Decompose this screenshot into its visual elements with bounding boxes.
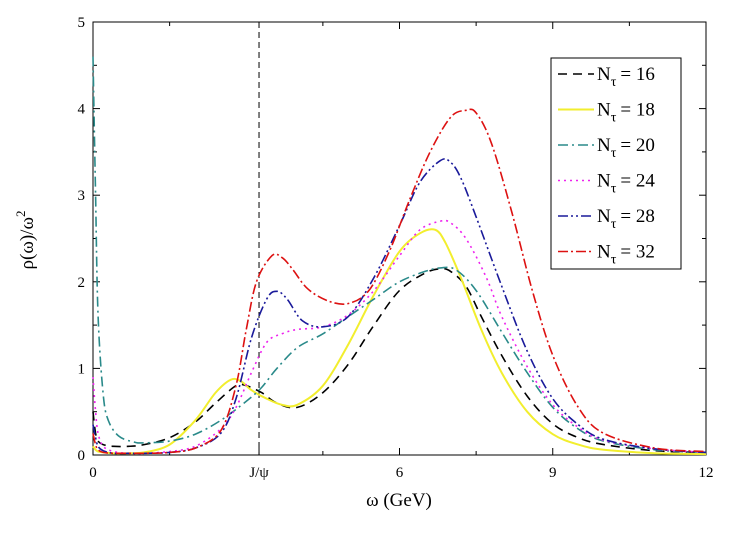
series-lines [92, 56, 707, 456]
x-marker-label: J/ψ [249, 465, 269, 481]
legend-label-base: N [597, 242, 611, 263]
legend-label-sub: τ [611, 75, 617, 90]
legend-label-sub: τ [611, 253, 617, 268]
legend-label-value: = 20 [620, 135, 654, 156]
legend-label-2: Nτ = 20 [597, 135, 655, 161]
series-line-0 [92, 267, 707, 454]
x-axis-title: ω (GeV) [366, 490, 432, 511]
legend-label-base: N [597, 100, 611, 121]
legend-label-value: = 16 [620, 64, 654, 85]
legend-label-value: = 18 [620, 100, 654, 121]
series-line-2 [92, 56, 707, 454]
x-tick-label: 9 [549, 465, 557, 481]
x-tick-label: 6 [396, 465, 404, 481]
legend-label-value: = 24 [620, 171, 655, 192]
y-tick-label: 2 [78, 275, 86, 291]
y-tick-label: 1 [78, 361, 86, 377]
y-tick-label: 5 [78, 15, 86, 31]
x-tick-label: 12 [699, 465, 714, 481]
legend-label-base: N [597, 206, 611, 227]
legend-box [550, 57, 682, 270]
legend-label-sub: τ [611, 111, 617, 126]
y-axis-title: ρ(ω)/ω2 [13, 211, 38, 270]
legend-label-base: N [597, 64, 611, 85]
legend-label-0: Nτ = 16 [597, 64, 655, 90]
legend-label-sub: τ [611, 217, 617, 232]
legend-label-value: = 32 [620, 242, 654, 263]
y-axis-title-sup: 2 [13, 211, 28, 218]
y-tick-label: 4 [78, 102, 86, 118]
legend-label-value: = 28 [620, 206, 654, 227]
legend-label-4: Nτ = 28 [597, 206, 655, 232]
legend-label-1: Nτ = 18 [597, 100, 655, 126]
series-line-4 [92, 158, 707, 455]
legend-label-sub: τ [611, 146, 617, 161]
y-tick-label: 3 [78, 188, 86, 204]
legend-label-base: N [597, 171, 611, 192]
y-tick-label: 0 [78, 448, 86, 464]
legend-label-3: Nτ = 24 [597, 171, 655, 197]
legend-label-base: N [597, 135, 611, 156]
x-tick-label: 0 [89, 465, 97, 481]
legend-label-sub: τ [611, 182, 617, 197]
legend-label-5: Nτ = 32 [597, 242, 655, 268]
series-line-5 [92, 108, 707, 455]
y-axis-title-main: ρ(ω)/ω [17, 217, 38, 269]
